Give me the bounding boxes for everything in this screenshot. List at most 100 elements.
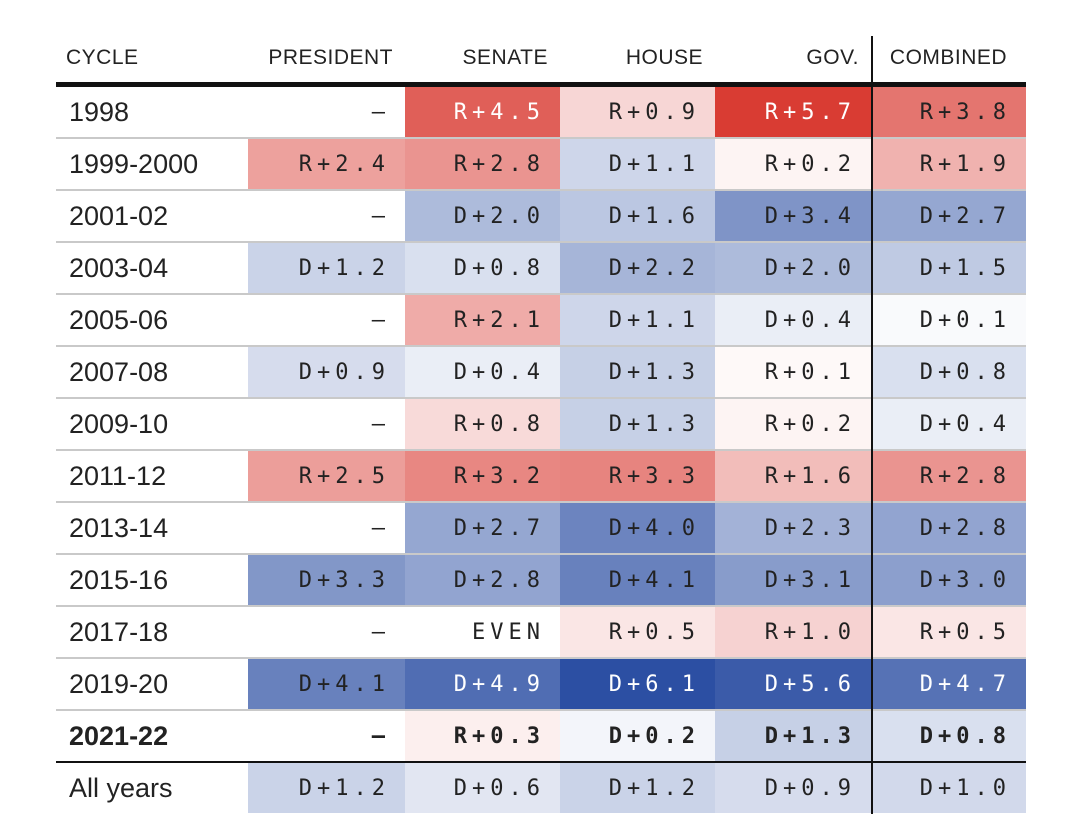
cycle-label: 2011-12 <box>69 460 167 491</box>
cell-house: D+1.3 <box>560 347 715 397</box>
column-header-president: PRESIDENT <box>268 46 393 69</box>
cell-senate: D+0.4 <box>405 347 560 397</box>
table-row: 2013-14 – D+2.7 D+4.0 D+2.3 D+2.8 <box>56 503 1026 555</box>
cycle-label: 2015-16 <box>69 564 169 595</box>
cell-president: D+1.2 <box>248 243 405 293</box>
table-row: 2011-12 R+2.5 R+3.2 R+3.3 R+1.6 R+2.8 <box>56 451 1026 503</box>
cycle-label: 2021-22 <box>69 720 169 751</box>
cell-gov: D+2.0 <box>715 243 871 293</box>
cell-president: D+0.9 <box>248 347 405 397</box>
cell-senate: R+2.1 <box>405 295 560 345</box>
table-body: 1998– R+4.5 R+0.9 R+5.7 R+3.8 1999-2000 R+2.4 R… <box>56 87 1026 813</box>
cell-president: – <box>371 99 390 125</box>
cell-combined: D+2.8 <box>871 503 1026 553</box>
cell-gov: D+3.4 <box>715 191 871 241</box>
table-row: 2009-10 – R+0.8 D+1.3 R+0.2 D+0.4 <box>56 399 1026 451</box>
column-header-senate: SENATE <box>462 46 548 69</box>
cell-gov: D+0.4 <box>715 295 871 345</box>
cell-president: D+4.1 <box>248 659 405 709</box>
column-header-combined: COMBINED <box>889 46 1008 69</box>
cell-house: R+3.3 <box>560 451 715 501</box>
cycle-label: 2001-02 <box>69 200 169 231</box>
cell-house: D+1.2 <box>560 763 715 813</box>
column-header-gov: GOV. <box>806 46 859 69</box>
table-row: 1998 – R+4.5 R+0.9 R+5.7 R+3.8 <box>56 87 1026 139</box>
cell-senate: R+2.8 <box>405 139 560 189</box>
bias-table: CYCLE PRESIDENT SENATE HOUSE GOV. COMBINED 19… <box>56 34 1026 814</box>
cell-senate: D+0.6 <box>405 763 560 813</box>
cell-senate: R+3.2 <box>405 451 560 501</box>
cell-president: – <box>371 411 390 437</box>
cycle-label: 1998 <box>69 96 130 127</box>
table-row: 1999-2000 R+2.4 R+2.8 D+1.1 R+0.2 R+1.9 <box>56 139 1026 191</box>
cycle-label: 2019-20 <box>69 668 169 699</box>
cycle-label: 2017-18 <box>69 616 169 647</box>
cell-house: D+1.6 <box>560 191 715 241</box>
table-row: 2007-08 D+0.9 D+0.4 D+1.3 R+0.1 D+0.8 <box>56 347 1026 399</box>
table-row: 2001-02 – D+2.0 D+1.6 D+3.4 D+2.7 <box>56 191 1026 243</box>
cell-president: – <box>371 723 390 749</box>
table-row: All years D+1.2 D+0.6 D+1.2 D+0.9 D+1.0 <box>56 763 1026 813</box>
cell-gov: D+0.9 <box>715 763 871 813</box>
table-header: CYCLE PRESIDENT SENATE HOUSE GOV. COMBINED <box>56 34 1026 87</box>
cycle-label: 2003-04 <box>69 252 169 283</box>
cell-senate: D+0.8 <box>405 243 560 293</box>
cell-combined: R+0.5 <box>871 607 1026 657</box>
cell-gov: R+0.2 <box>715 139 871 189</box>
cell-combined: D+1.5 <box>871 243 1026 293</box>
cell-president: – <box>371 619 390 645</box>
table-row: 2005-06 – R+2.1 D+1.1 D+0.4 D+0.1 <box>56 295 1026 347</box>
table-row: 2017-18 – EVEN R+0.5 R+1.0 R+0.5 <box>56 607 1026 659</box>
cell-gov: R+1.0 <box>715 607 871 657</box>
cell-gov: D+5.6 <box>715 659 871 709</box>
cell-president: – <box>371 515 390 541</box>
cell-gov: D+3.1 <box>715 555 871 605</box>
cycle-label: 2013-14 <box>69 512 169 543</box>
cycle-label: All years <box>69 772 173 803</box>
cell-senate: D+4.9 <box>405 659 560 709</box>
cell-house: R+0.5 <box>560 607 715 657</box>
cell-house: D+1.1 <box>560 295 715 345</box>
cell-house: D+2.2 <box>560 243 715 293</box>
cell-senate: R+0.8 <box>405 399 560 449</box>
cycle-label: 2007-08 <box>69 356 169 387</box>
cell-president: D+3.3 <box>248 555 405 605</box>
cell-senate: D+2.8 <box>405 555 560 605</box>
table-row: 2019-20 D+4.1 D+4.9 D+6.1 D+5.6 D+4.7 <box>56 659 1026 711</box>
cell-senate: D+2.0 <box>405 191 560 241</box>
cell-senate: D+2.7 <box>405 503 560 553</box>
cell-combined: D+0.8 <box>871 347 1026 397</box>
cell-gov: R+5.7 <box>715 87 871 137</box>
cell-president: R+2.4 <box>248 139 405 189</box>
cell-gov: D+2.3 <box>715 503 871 553</box>
column-header-house: HOUSE <box>625 46 703 69</box>
cell-house: R+0.9 <box>560 87 715 137</box>
combined-divider <box>871 36 873 814</box>
cell-president: D+1.2 <box>248 763 405 813</box>
cell-combined: D+1.0 <box>871 763 1026 813</box>
cell-gov: R+0.1 <box>715 347 871 397</box>
cell-president: – <box>371 307 390 333</box>
cell-combined: R+2.8 <box>871 451 1026 501</box>
cycle-label: 2009-10 <box>69 408 169 439</box>
cell-house: D+4.1 <box>560 555 715 605</box>
cell-house: D+1.1 <box>560 139 715 189</box>
cell-combined: D+4.7 <box>871 659 1026 709</box>
cell-house: D+6.1 <box>560 659 715 709</box>
cell-president: – <box>371 203 390 229</box>
cell-senate: R+4.5 <box>405 87 560 137</box>
cell-combined: D+0.4 <box>871 399 1026 449</box>
cell-house: D+1.3 <box>560 399 715 449</box>
cell-house: D+0.2 <box>560 711 715 761</box>
cell-combined: D+2.7 <box>871 191 1026 241</box>
cell-house: D+4.0 <box>560 503 715 553</box>
cell-combined: D+3.0 <box>871 555 1026 605</box>
cell-gov: R+0.2 <box>715 399 871 449</box>
cell-combined: D+0.8 <box>871 711 1026 761</box>
table-row: 2015-16 D+3.3 D+2.8 D+4.1 D+3.1 D+3.0 <box>56 555 1026 607</box>
cell-combined: R+1.9 <box>871 139 1026 189</box>
cycle-label: 2005-06 <box>69 304 169 335</box>
cell-combined: D+0.1 <box>871 295 1026 345</box>
cell-president: R+2.5 <box>248 451 405 501</box>
cycle-label: 1999-2000 <box>69 148 199 179</box>
